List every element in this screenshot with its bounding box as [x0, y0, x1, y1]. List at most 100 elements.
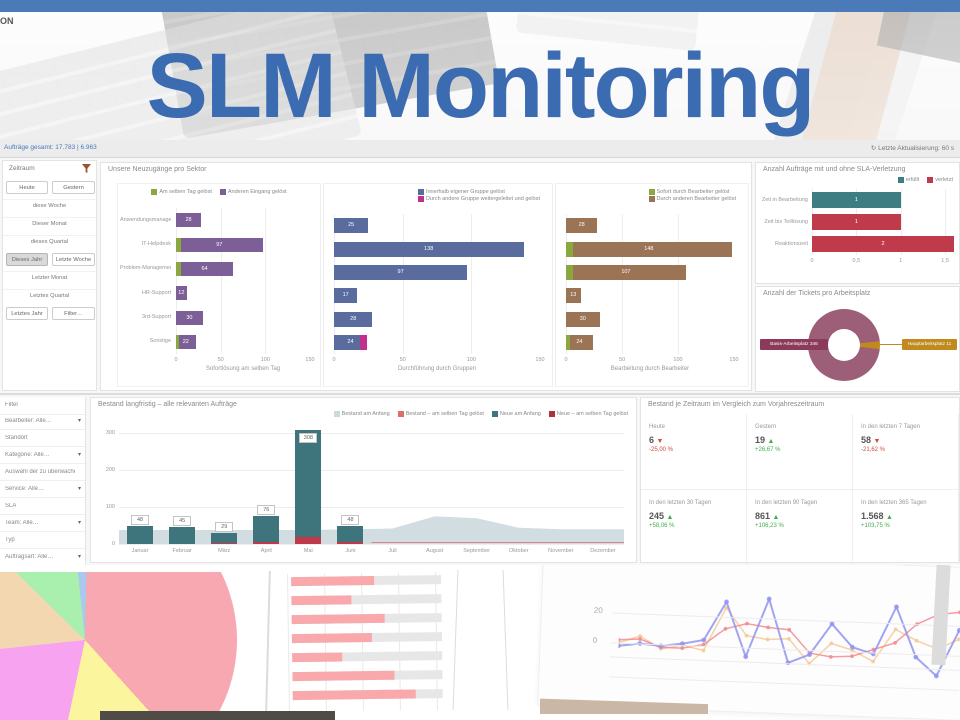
legend-label: Durch anderen Bearbeiter gelöst — [656, 196, 737, 202]
chart-same-day-solution: Am selben Tag gelöst Anderen Eingang gelö… — [117, 183, 321, 387]
kpi-tile[interactable]: In den letzten 30 Tagen 245 ▲ +58,06 % — [641, 490, 747, 566]
legend-item[interactable]: Am selben Tag gelöst — [151, 189, 212, 195]
bar-segment[interactable] — [334, 241, 524, 257]
time-filter-link[interactable]: dieses Quartal — [3, 235, 96, 249]
time-filter-button[interactable]: Dieses Jahr — [6, 253, 48, 266]
bar-segment[interactable] — [566, 288, 581, 304]
filter-list-item[interactable]: Auftragsart: Alle… ▾ — [0, 549, 85, 566]
funnel-icon[interactable] — [82, 164, 91, 173]
bar-segment[interactable] — [572, 241, 732, 257]
red-point — [828, 654, 833, 659]
category-label: HR-Support — [141, 289, 171, 296]
filter-item-label: SLA — [5, 503, 17, 509]
bar-segment[interactable] — [178, 334, 196, 349]
month-bar[interactable] — [253, 515, 280, 544]
bar-segment[interactable] — [812, 214, 901, 230]
filter-list-item[interactable]: Auswahl der zu überwachen… — [0, 464, 85, 481]
orange-point — [765, 637, 770, 642]
month-bar[interactable] — [127, 526, 154, 544]
bullet-fill — [291, 633, 372, 644]
pie-chart[interactable] — [0, 572, 237, 720]
filter-list-item[interactable]: Service: Alle… ▾ — [0, 481, 85, 498]
time-filter-button[interactable]: Gestern — [52, 181, 95, 194]
bar-segment[interactable] — [334, 311, 373, 327]
bar-segment[interactable] — [334, 218, 369, 234]
bar-segment[interactable] — [570, 334, 593, 350]
legend-item[interactable]: Neue – am selben Tag gelöst — [548, 411, 628, 417]
page-edge-line — [502, 570, 509, 710]
category-label: IT-Helpdesk — [141, 241, 171, 247]
bar-segment[interactable] — [181, 261, 234, 276]
bar-segment[interactable] — [334, 288, 358, 304]
bar-segment[interactable] — [176, 334, 179, 349]
legend-item[interactable]: Bestand – am selben Tag gelöst — [397, 411, 484, 417]
filter-list-item[interactable]: Standort — [0, 430, 85, 447]
filter-list-item[interactable]: SLA — [0, 498, 85, 515]
bar-segment[interactable] — [812, 236, 954, 252]
bar-segment[interactable] — [566, 311, 600, 327]
time-filter-link[interactable]: Letztes Quartal — [3, 289, 96, 303]
bar-segment[interactable] — [176, 261, 182, 276]
filter-list-item[interactable]: Team: Alle… ▾ — [0, 515, 85, 532]
bar-segment[interactable] — [334, 334, 361, 350]
kpi-tile[interactable]: Heute 6 ▼ -25,00 % — [641, 414, 747, 490]
time-filter-link[interactable]: diese Woche — [3, 199, 96, 213]
legend-item[interactable]: erfüllt — [897, 177, 919, 183]
chart-legend: Am selben Tag gelöst Anderen Eingang gelö… — [118, 189, 320, 195]
bar-segment[interactable] — [566, 241, 573, 257]
bar-segment[interactable] — [176, 213, 201, 228]
category-label: Zeit in Bearbeitung — [761, 196, 808, 203]
red-point — [638, 637, 642, 641]
panel-title: Anzahl Aufträge mit und ohne SLA-Verletz… — [763, 166, 906, 173]
bar-segment[interactable] — [176, 237, 182, 252]
kpi-tile[interactable]: Gestern 19 ▲ +26,67 % — [747, 414, 853, 490]
bar-segment[interactable] — [566, 264, 573, 280]
filter-list-item[interactable]: Typ — [0, 532, 85, 549]
bar-segment[interactable] — [181, 237, 263, 252]
refresh-status[interactable]: ↻ Letzte Aktualisierung: 60 s — [870, 145, 954, 152]
bar-segment[interactable] — [566, 218, 598, 234]
chart-legend: Innerhalb eigener Gruppe gelöst Durch and… — [417, 189, 540, 202]
tick-label: 0 — [332, 357, 336, 363]
legend-item[interactable]: verletzt — [927, 177, 953, 183]
legend-item[interactable]: Bestand am Anfang — [333, 411, 390, 417]
chart-group-handling: Innerhalb eigener Gruppe gelöst Durch and… — [323, 183, 553, 387]
bar-segment[interactable] — [334, 264, 468, 280]
up-arrow-icon: ▲ — [767, 438, 775, 445]
bar-segment[interactable] — [360, 334, 367, 350]
category-label: 3rd-Support — [141, 314, 171, 320]
legend-item[interactable]: Sofort durch Bearbeiter gelöst — [648, 189, 730, 195]
filter-item-label: Auftragsart: Alle… — [5, 554, 54, 560]
legend-item[interactable]: Anderen Eingang gelöst — [219, 189, 287, 195]
month-bar[interactable] — [169, 527, 196, 544]
filter-list-item[interactable]: Kategorie: Alle… ▾ — [0, 447, 85, 464]
bar-segment[interactable] — [572, 264, 686, 280]
time-filter-button[interactable]: Letzte Woche — [52, 253, 95, 266]
time-filter-button[interactable]: Letztes Jahr — [6, 307, 48, 320]
legend-item[interactable]: Durch andere Gruppe weitergeleitet und g… — [417, 196, 540, 202]
bar-segment[interactable] — [176, 286, 187, 301]
bar-segment[interactable] — [176, 310, 203, 325]
kpi-tile[interactable]: In den letzten 7 Tagen 58 ▼ -21,62 % — [853, 414, 959, 490]
legend-swatch — [648, 189, 655, 195]
time-filter-link[interactable]: Dieser Monat — [3, 217, 96, 231]
month-bar[interactable] — [337, 526, 364, 544]
chevron-down-icon: ▾ — [77, 452, 81, 458]
orange-point — [638, 634, 643, 638]
time-filter-button[interactable]: Filter… — [52, 307, 95, 320]
bullet-fill — [291, 576, 374, 587]
time-filter-button[interactable]: Heute — [6, 181, 48, 194]
legend-item[interactable]: Neue am Anfang — [491, 411, 541, 417]
time-filter-link[interactable]: Letzter Monat — [3, 271, 96, 285]
month-bar[interactable] — [295, 430, 322, 544]
legend-item[interactable]: Innerhalb eigener Gruppe gelöst — [417, 189, 505, 195]
kpi-delta: -25,00 % — [649, 447, 674, 453]
bar-segment[interactable] — [812, 192, 901, 208]
month-bar[interactable] — [211, 533, 238, 544]
bar-segment[interactable] — [566, 334, 571, 350]
kpi-tile[interactable]: In den letzten 90 Tagen 861 ▲ +106,23 % — [747, 490, 853, 566]
top-accent-bar — [0, 0, 960, 12]
kpi-tile[interactable]: In den letzten 365 Tagen 1.568 ▲ +103,75 % — [853, 490, 959, 566]
legend-item[interactable]: Durch anderen Bearbeiter gelöst — [648, 196, 737, 202]
filter-list-item[interactable]: Bearbeiter: Alle… ▾ — [0, 413, 85, 430]
